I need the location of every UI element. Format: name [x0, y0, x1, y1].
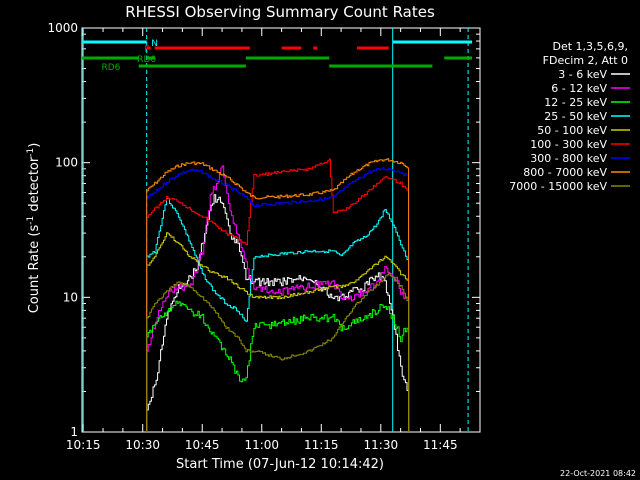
x-axis-label: Start Time (07-Jun-12 10:14:42)	[176, 457, 384, 472]
chart-title: RHESSI Observing Summary Count Rates	[125, 3, 435, 21]
legend-entry-label: 7000 - 15000 keV	[509, 180, 607, 193]
y-tick-label: 100	[55, 156, 78, 170]
series-line	[146, 232, 410, 432]
timestamp: 22-Oct-2021 08:42	[560, 469, 636, 478]
series-line	[146, 197, 410, 432]
plot-area: 1 10 100 1000 10:15 10:30 10:45 11:00 11:15 11:30…	[47, 21, 481, 452]
series-line	[146, 158, 410, 432]
y-tick-label: 1	[70, 425, 78, 439]
legend-entry-label: 800 - 7000 keV	[523, 166, 607, 179]
x-tick-label: 10:45	[185, 438, 220, 452]
flag-label-rd6: RD6	[102, 63, 121, 73]
flag-label-n: N	[151, 39, 158, 49]
series-line	[146, 300, 410, 432]
y-axis-label-text: Count Rate (s	[27, 225, 42, 314]
y-tick-label: 10	[63, 290, 78, 304]
plot-frame	[81, 27, 481, 433]
x-tick-label: 11:15	[304, 438, 339, 452]
y-axis-label: Count Rate (s-1 detector-1)	[26, 143, 42, 314]
x-tick-label: 11:00	[244, 438, 279, 452]
y-axis-label-mid: detector	[27, 156, 42, 216]
flag-label-f: F	[144, 45, 149, 55]
series-line	[146, 167, 410, 432]
x-tick-label: 11:45	[423, 438, 458, 452]
y-tick-label: 1000	[47, 21, 78, 35]
y-axis-label-sup: -1	[26, 216, 36, 225]
legend-entry-label: 100 - 300 keV	[530, 138, 607, 151]
legend-entry-label: 50 - 100 keV	[537, 124, 607, 137]
y-axis-label-sup2: -1	[26, 148, 36, 157]
legend-header-line-1: Det 1,3,5,6,9,	[552, 40, 628, 53]
legend-entry-label: 6 - 12 keV	[551, 82, 607, 95]
legend-entry-label: 3 - 6 keV	[558, 68, 607, 81]
legend-entry-label: 25 - 50 keV	[544, 110, 607, 123]
x-tick-label: 10:15	[66, 438, 101, 452]
legend-entry-label: 12 - 25 keV	[544, 96, 607, 109]
series-line	[146, 272, 410, 432]
series-line	[146, 194, 410, 432]
flag-label-rd0: RD0	[137, 55, 156, 65]
series-line	[146, 158, 410, 432]
y-axis-label-end: )	[27, 143, 42, 148]
x-tick-label: 11:30	[364, 438, 399, 452]
legend-entry-label: 300 - 800 keV	[530, 152, 607, 165]
x-tick-label: 10:30	[125, 438, 160, 452]
legend-header-line-2: FDecim 2, Att 0	[543, 54, 628, 67]
